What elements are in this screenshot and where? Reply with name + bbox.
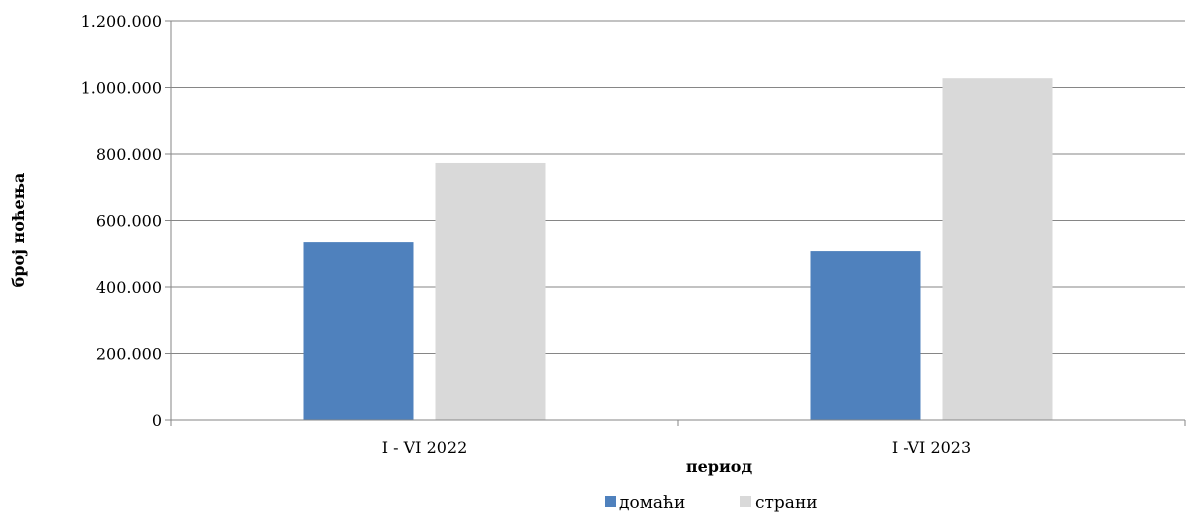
bar-domaci xyxy=(810,251,921,420)
legend-swatch-strani xyxy=(740,496,751,507)
x-tick-label: I - VI 2022 xyxy=(382,438,468,457)
bars xyxy=(303,78,1053,421)
y-tick-label: 200.000 xyxy=(96,345,162,364)
y-tick-label: 600.000 xyxy=(96,212,162,231)
y-tick-label: 0 xyxy=(152,411,162,430)
bar-strani xyxy=(942,78,1053,420)
legend: домаћи страни xyxy=(605,493,818,513)
legend-swatch-domaci xyxy=(605,496,616,507)
axes: 0 200.000 400.000 600.000 800.000 1.000.000 1.… xyxy=(81,12,1186,457)
x-tick-label: I -VI 2023 xyxy=(892,438,971,457)
y-tick-label: 1.200.000 xyxy=(81,12,162,31)
bar-strani xyxy=(435,162,546,421)
y-tick-label: 1.000.000 xyxy=(81,79,162,98)
x-axis-title: период xyxy=(686,457,753,476)
legend-label-strani: страни xyxy=(755,493,818,513)
bar-domaci xyxy=(303,242,414,420)
y-axis-title: број ноћења xyxy=(9,173,28,288)
y-tick-label: 800.000 xyxy=(96,145,162,164)
y-tick-label: 400.000 xyxy=(96,278,162,297)
legend-label-domaci: домаћи xyxy=(619,493,685,513)
